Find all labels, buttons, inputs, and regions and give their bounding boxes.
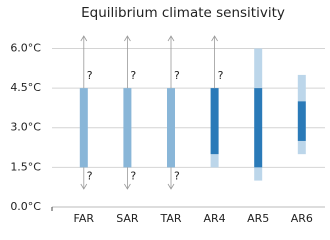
likely-range [297,101,306,141]
unknown-mark: ? [130,69,136,82]
likely-range [254,88,263,168]
arrow-head [80,183,88,190]
unknown-mark: ? [130,169,136,182]
likely-range [123,88,132,168]
very-likely-upper [254,48,263,89]
arrow-head [167,35,175,42]
very-likely-upper [297,74,306,102]
unknown-mark: ? [87,69,93,82]
chart: Equilibrium climate sensitivity 0.0°C 1.5… [10,5,325,225]
x-tick-label: AR5 [247,212,269,225]
likely-range [167,88,175,168]
y-tick-label: 3.0°C [10,121,41,134]
y-tick-label: 6.0°C [10,41,41,54]
arrow-head [167,183,175,190]
y-tick-label: 4.5°C [10,81,41,94]
likely-range [210,88,219,155]
very-likely-lower [297,140,306,155]
unknown-mark: ? [174,169,180,182]
x-tick-label: AR4 [204,212,226,225]
arrow-head [124,35,131,42]
x-tick-label: TAR [159,212,181,225]
unknown-mark: ? [174,69,180,82]
very-likely-lower [254,167,263,181]
x-tick-label: SAR [116,212,139,225]
chart-title: Equilibrium climate sensitivity [81,5,285,21]
likely-range [79,88,88,168]
y-tick-label: 1.5°C [10,160,41,173]
arrow-head [211,35,218,42]
very-likely-lower [210,154,219,168]
unknown-mark: ? [218,69,224,82]
y-tick-label: 0.0°C [10,200,41,213]
x-tick-label: AR6 [291,212,313,225]
arrow-head [124,183,131,190]
arrow-head [80,35,88,42]
x-tick-label: FAR [74,212,95,225]
unknown-mark: ? [87,169,93,182]
